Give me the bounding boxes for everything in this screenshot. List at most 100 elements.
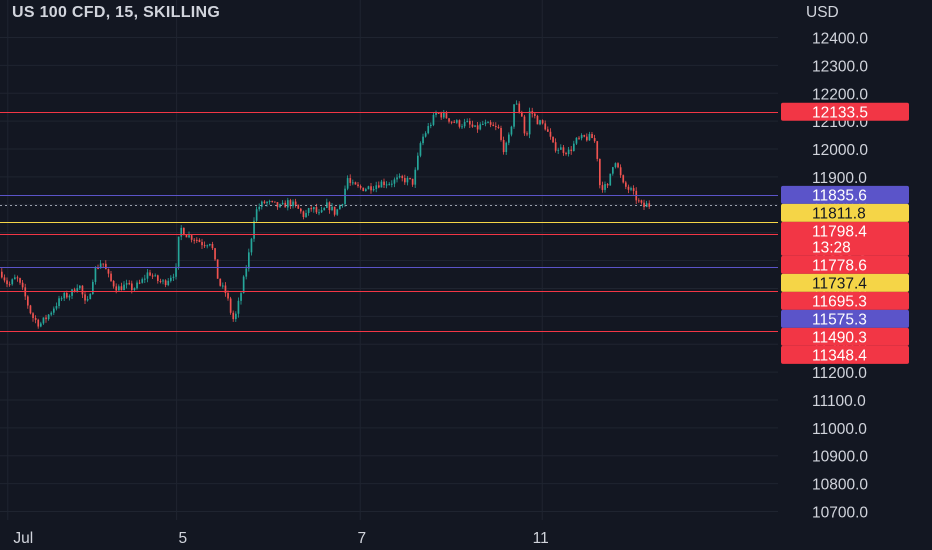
candle-69 xyxy=(180,225,183,241)
candle-106 xyxy=(276,202,279,210)
candle-210 xyxy=(547,126,549,132)
candle-155 xyxy=(404,174,406,185)
candle-136 xyxy=(354,181,357,185)
candle-213 xyxy=(554,138,557,153)
candle-144 xyxy=(375,181,378,193)
candle-85 xyxy=(222,282,224,289)
price-tag-label-6: 11695.3 xyxy=(812,293,867,310)
candle-23 xyxy=(60,296,63,302)
time-tick-label-1: 5 xyxy=(179,530,188,547)
candle-194 xyxy=(505,141,508,155)
candle-5 xyxy=(14,274,16,280)
candle-116 xyxy=(302,210,305,220)
candle-66 xyxy=(172,273,175,282)
candle-18 xyxy=(47,313,50,321)
candle-63 xyxy=(164,279,167,288)
candle-135 xyxy=(352,179,354,186)
candle-163 xyxy=(424,131,427,138)
candle-139 xyxy=(362,187,365,192)
candle-61 xyxy=(159,278,162,284)
candle-201 xyxy=(523,114,526,136)
candle-0 xyxy=(1,268,3,279)
candle-108 xyxy=(281,200,284,205)
candle-160 xyxy=(417,152,419,171)
candle-65 xyxy=(170,275,172,283)
candle-212 xyxy=(552,136,554,143)
candle-87 xyxy=(227,290,229,301)
candle-156 xyxy=(406,176,409,186)
candle-164 xyxy=(427,123,430,135)
price-tag-label-2: 11811.8 xyxy=(812,205,866,222)
chart-title: US 100 CFD, 15, SKILLING xyxy=(12,4,221,21)
candle-166 xyxy=(432,112,435,127)
candle-200 xyxy=(521,110,523,117)
candle-32 xyxy=(84,290,86,304)
candle-126 xyxy=(328,201,331,214)
candle-229 xyxy=(596,140,599,162)
candle-133 xyxy=(346,175,349,191)
candle-14 xyxy=(37,318,40,329)
candle-4 xyxy=(11,278,14,286)
candle-228 xyxy=(593,134,596,143)
price-tag-label-1: 11835.6 xyxy=(812,187,867,204)
candle-58 xyxy=(151,273,154,280)
candle-43 xyxy=(112,280,115,289)
candle-150 xyxy=(391,180,393,188)
candle-52 xyxy=(136,280,138,290)
candle-193 xyxy=(502,136,505,155)
price-tag-label-7: 11575.3 xyxy=(812,311,867,328)
candle-113 xyxy=(294,198,297,208)
price-tag-0: 12133.5 xyxy=(781,102,909,121)
candle-114 xyxy=(297,204,300,209)
candle-202 xyxy=(526,131,528,137)
candle-92 xyxy=(240,291,242,305)
price-tag-2: 11811.8 xyxy=(781,203,909,222)
candle-110 xyxy=(287,197,289,211)
price-tag-label-9: 11348.4 xyxy=(812,347,867,364)
candle-242 xyxy=(630,186,632,192)
candle-197 xyxy=(513,104,515,129)
candle-179 xyxy=(466,118,469,123)
candle-13 xyxy=(34,315,37,324)
candle-174 xyxy=(453,120,456,124)
candle-205 xyxy=(534,112,536,119)
candle-147 xyxy=(383,178,385,188)
candle-12 xyxy=(32,312,34,322)
candle-105 xyxy=(274,201,276,203)
candle-199 xyxy=(518,101,521,114)
candle-6 xyxy=(16,275,19,282)
candle-62 xyxy=(162,279,164,285)
candle-11 xyxy=(29,304,32,315)
candle-91 xyxy=(237,297,240,318)
candle-39 xyxy=(102,263,105,268)
candle-217 xyxy=(565,151,567,156)
currency-label: USD xyxy=(806,4,839,21)
candle-151 xyxy=(393,177,396,188)
candle-181 xyxy=(471,120,474,128)
candle-141 xyxy=(367,185,370,190)
candle-219 xyxy=(570,146,573,155)
candle-182 xyxy=(474,125,476,128)
candle-161 xyxy=(419,141,422,158)
candle-53 xyxy=(138,279,141,285)
candle-172 xyxy=(448,118,450,124)
candle-246 xyxy=(640,199,643,205)
candle-77 xyxy=(201,238,203,249)
candle-27 xyxy=(71,288,73,300)
candle-138 xyxy=(359,184,362,190)
candle-111 xyxy=(289,198,292,209)
candle-75 xyxy=(196,237,198,243)
candle-240 xyxy=(625,180,627,190)
horizontal-price-lines[interactable] xyxy=(0,112,778,332)
candle-223 xyxy=(580,133,583,141)
candle-143 xyxy=(372,186,375,192)
price-tag-3: 11798.413:28 xyxy=(781,221,909,256)
candle-230 xyxy=(599,158,601,189)
candle-86 xyxy=(224,282,227,297)
time-axis-background[interactable] xyxy=(0,520,778,550)
candle-157 xyxy=(409,177,411,180)
time-axis[interactable]: Jul 5 7 11 xyxy=(13,530,548,547)
candle-81 xyxy=(211,241,214,251)
candle-183 xyxy=(476,122,479,133)
